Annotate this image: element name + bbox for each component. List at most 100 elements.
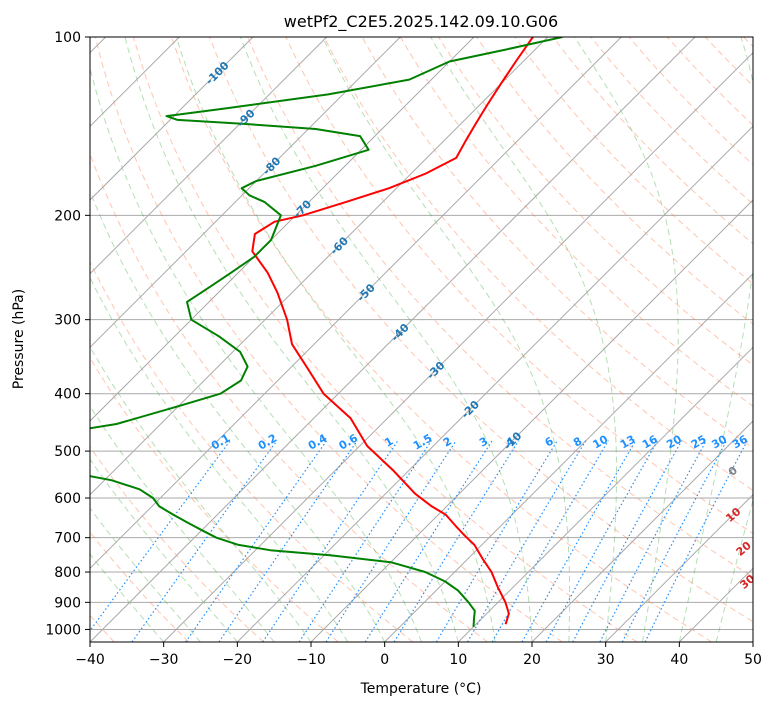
isotherm-line xyxy=(384,272,753,642)
x-tick-label: 50 xyxy=(744,652,762,668)
mixing-ratio-label: 25 xyxy=(689,433,709,452)
mixing-ratio-line xyxy=(491,440,609,642)
isotherm-line xyxy=(678,567,753,642)
x-axis-label: Temperature (°C) xyxy=(360,681,482,697)
isotherm-line xyxy=(90,37,696,642)
moist-adiabat-line xyxy=(715,498,753,642)
y-tick-label: 500 xyxy=(54,444,81,460)
moist-adiabat-line xyxy=(90,553,165,642)
isotherm-label: -90 xyxy=(234,106,257,129)
dry-adiabat-line xyxy=(90,260,414,642)
isotherm-line xyxy=(90,37,254,201)
mixing-ratio-label: 1 xyxy=(382,435,395,450)
dry-adiabat-line xyxy=(209,37,753,623)
mixing-ratio-line xyxy=(435,440,558,642)
x-tick-label: −10 xyxy=(296,652,326,668)
x-tick-label: −40 xyxy=(75,652,105,668)
x-tick-label: 40 xyxy=(670,652,688,668)
y-tick-label: 300 xyxy=(54,313,81,329)
mixing-ratio-line xyxy=(644,440,748,642)
mixing-ratio-line xyxy=(364,440,493,642)
x-tick-label: 20 xyxy=(523,652,541,668)
dewpoint-profile-line xyxy=(90,37,563,627)
isotherm-line xyxy=(236,125,753,642)
moist-adiabat-line xyxy=(90,189,386,642)
isotherm-line xyxy=(310,199,753,642)
dry-adiabat-line xyxy=(666,37,753,126)
moist-adiabat-line xyxy=(322,37,571,642)
mixing-ratio-line xyxy=(185,440,328,642)
mixing-ratio-label: 13 xyxy=(618,433,638,452)
dry-adiabats xyxy=(90,37,753,642)
moist-adiabat-line xyxy=(574,37,679,642)
isotherm-line xyxy=(90,37,401,349)
dry-adiabat-line xyxy=(171,37,712,642)
isotherm-line xyxy=(752,641,753,642)
y-tick-label: 200 xyxy=(54,208,81,224)
moist-adiabat-line xyxy=(239,37,533,642)
moist-adiabat-line xyxy=(90,345,312,642)
dry-adiabat-line xyxy=(132,37,638,642)
moist-adiabat-label: 20 xyxy=(734,539,754,559)
dry-adiabat-line xyxy=(323,37,753,491)
y-tick-label: 900 xyxy=(54,595,81,611)
mixing-ratio-label: 20 xyxy=(664,432,684,451)
isotherm-line xyxy=(605,493,753,642)
y-tick-label: 800 xyxy=(54,565,81,581)
mixing-ratio-label: 0.2 xyxy=(256,432,279,453)
dry-adiabat-line xyxy=(247,37,753,578)
x-axis-ticks: −40 −30 −20 −10 0 10 20 30 40 50 xyxy=(75,642,762,668)
mixing-ratio-line xyxy=(262,440,399,642)
mixing-ratio-line xyxy=(621,440,728,642)
moist-adiabat-line xyxy=(90,405,275,642)
mixing-ratio-label: 1.5 xyxy=(411,432,434,453)
isotherm-line xyxy=(457,346,753,642)
mixing-ratio-label: 16 xyxy=(640,432,660,451)
isotherm-line xyxy=(90,37,475,422)
plot-frame xyxy=(89,36,754,643)
dry-adiabat-line xyxy=(514,37,753,285)
profile-lines xyxy=(90,37,563,627)
y-tick-label: 600 xyxy=(54,491,81,507)
mixing-ratio-line xyxy=(218,440,358,642)
mixing-ratio-line xyxy=(393,440,520,642)
mixing-ratio-label: 10 xyxy=(591,432,611,451)
moist-adiabats xyxy=(90,37,753,642)
mixing-ratio-label: 0.1 xyxy=(209,432,232,453)
isotherm-line xyxy=(90,37,328,275)
moist-adiabat-line xyxy=(90,458,238,642)
x-tick-label: 30 xyxy=(597,652,615,668)
x-tick-label: −20 xyxy=(223,652,253,668)
mixing-ratio-label: 36 xyxy=(730,432,750,451)
dry-adiabat-line xyxy=(90,356,339,642)
isotherm-label: -100 xyxy=(203,59,232,88)
y-tick-label: 1000 xyxy=(45,622,81,638)
isotherm-line xyxy=(90,37,549,496)
mixing-ratio-line xyxy=(466,440,587,642)
moist-adiabat-label: 30 xyxy=(737,572,757,592)
mixing-ratio-line xyxy=(599,440,707,642)
x-tick-label: −30 xyxy=(149,652,179,668)
mixing-ratio-label: 3 xyxy=(477,435,490,450)
moist-adiabat-line xyxy=(678,37,753,642)
plot-area: 0.1 0.2 0.4 0.6 1 1.5 2 3 4 6 8 10 13 16 20 25 30 36-100-… xyxy=(90,37,772,642)
isotherm-line xyxy=(163,51,753,642)
moist-adiabat-line xyxy=(90,276,349,642)
mixing-ratio-label: 2 xyxy=(441,435,454,450)
mixing-ratio-lines xyxy=(90,440,748,642)
chart-title: wetPf2_C2E5.2025.142.09.10.G06 xyxy=(284,12,558,32)
dry-adiabat-line xyxy=(90,446,264,642)
dry-adiabat-line xyxy=(285,37,753,535)
moist-adiabat-line xyxy=(124,37,459,642)
dry-adiabat-line xyxy=(476,37,753,325)
temperature-profile-line xyxy=(251,37,534,625)
mixing-ratio-label: 8 xyxy=(571,435,584,450)
y-tick-label: 100 xyxy=(54,30,81,46)
mixing-ratio-line xyxy=(131,440,278,642)
moist-adiabat-line xyxy=(175,37,496,642)
isotherms xyxy=(90,37,753,642)
mixing-ratio-line xyxy=(545,440,659,642)
moist-adiabat-label: 40 xyxy=(752,601,772,621)
mixing-ratio-line xyxy=(521,440,637,642)
